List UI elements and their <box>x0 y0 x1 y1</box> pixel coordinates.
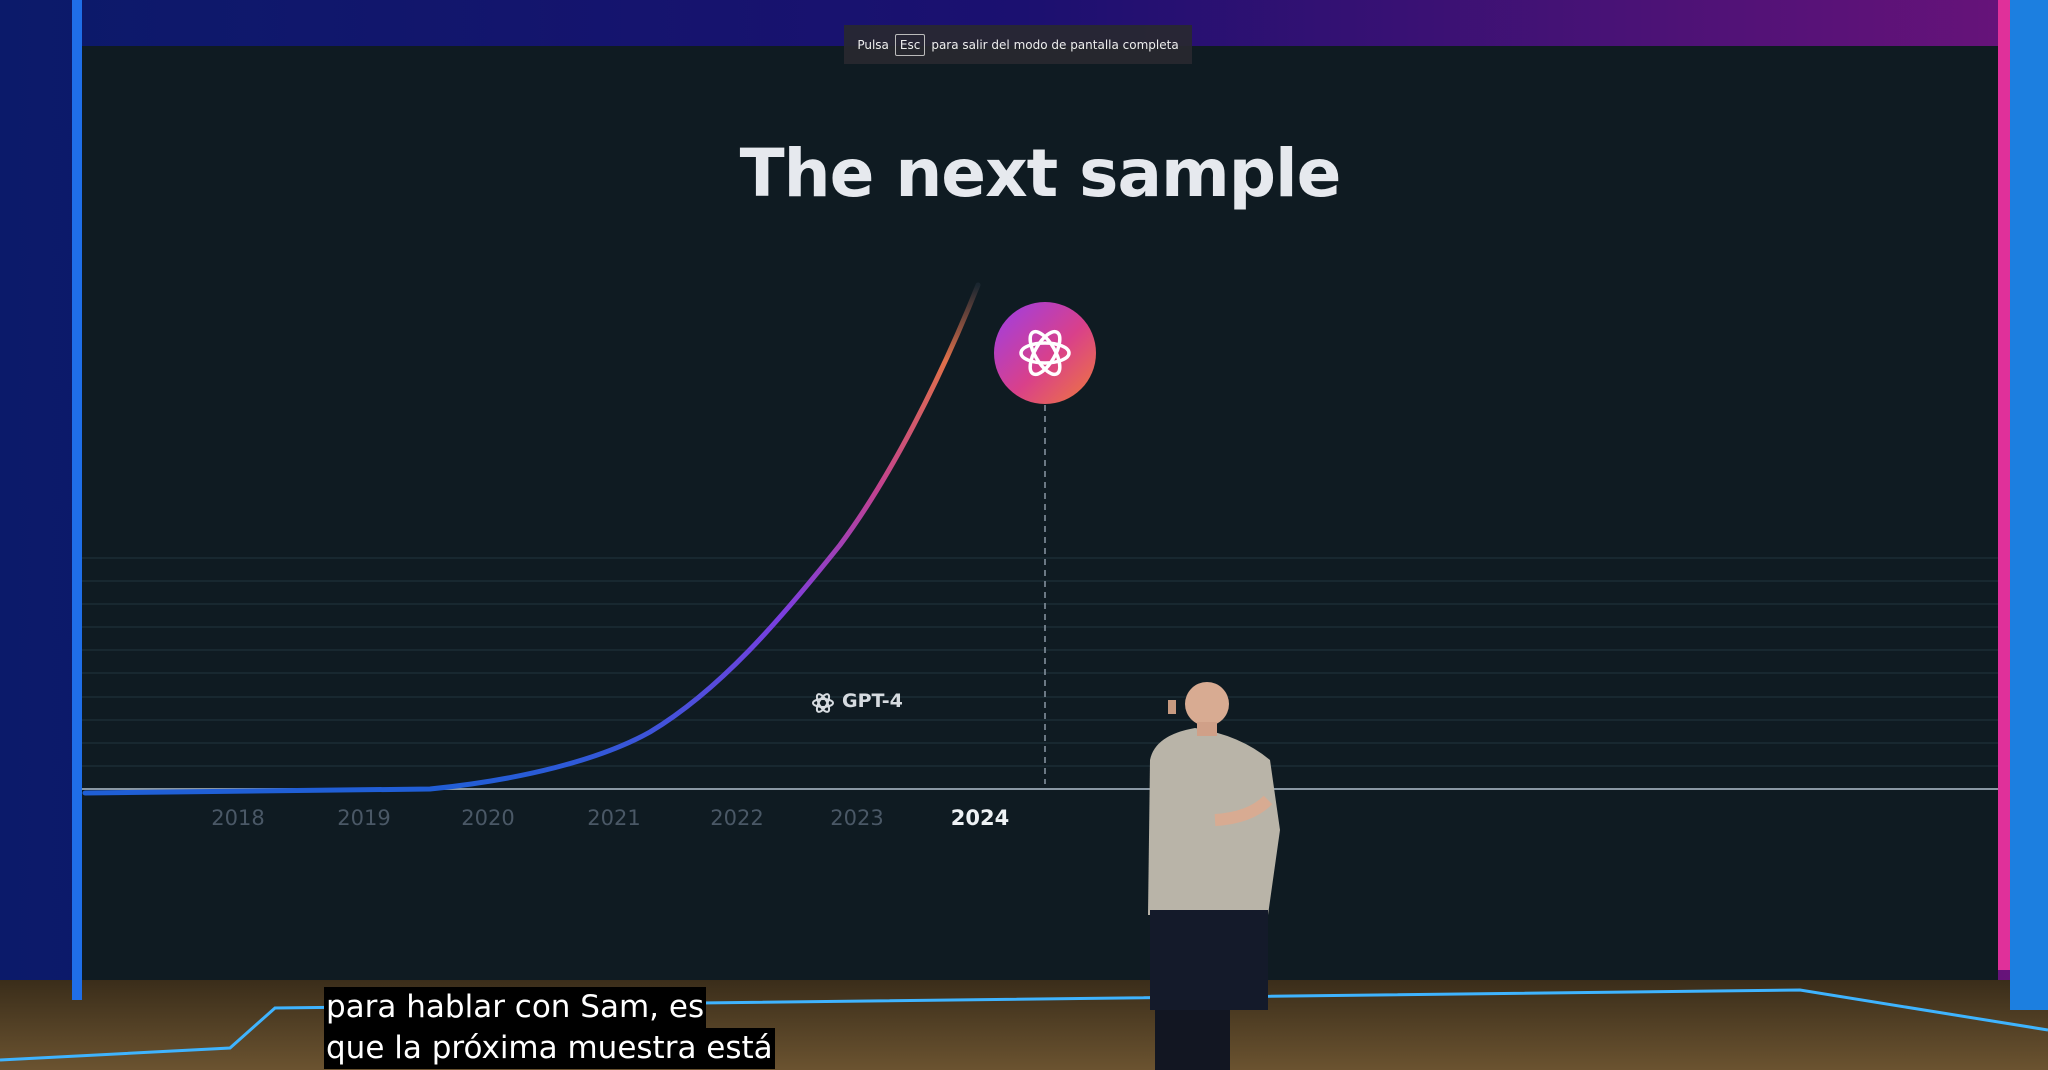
openai-logo <box>994 302 1096 404</box>
stage-floor <box>0 980 2048 1070</box>
slide-gridlines <box>82 557 1998 767</box>
year-label: 2020 <box>461 806 515 830</box>
right-pillar-light <box>1998 0 2010 970</box>
fullscreen-notice: Pulsa Esc para salir del modo de pantall… <box>844 25 1192 64</box>
notice-text: Pulsa <box>857 37 889 52</box>
esc-key[interactable]: Esc <box>894 33 926 56</box>
year-label: 2019 <box>337 806 391 830</box>
subtitle-line: que la próxima muestra está <box>324 1028 775 1069</box>
subtitle-line: para hablar con Sam, es <box>324 987 707 1028</box>
year-label: 2024 <box>950 806 1010 830</box>
year-label: 2018 <box>211 806 265 830</box>
right-pillar <box>2010 0 2048 1010</box>
growth-curve <box>82 282 981 796</box>
slide-title: The next sample <box>739 135 1342 212</box>
model-label: GPT-4 <box>842 690 903 712</box>
gpt4-icon <box>812 693 834 713</box>
year-label: 2021 <box>587 806 641 830</box>
presenter <box>1148 682 1280 1070</box>
stage-edge-light <box>0 988 2048 1062</box>
left-pillar-light <box>72 0 82 1000</box>
slide-screen <box>82 46 1998 980</box>
year-label: 2022 <box>710 806 764 830</box>
year-label: 2023 <box>830 806 884 830</box>
openai-logo-knot <box>1019 329 1071 377</box>
notice-text: para salir del modo de pantalla completa <box>931 37 1179 52</box>
